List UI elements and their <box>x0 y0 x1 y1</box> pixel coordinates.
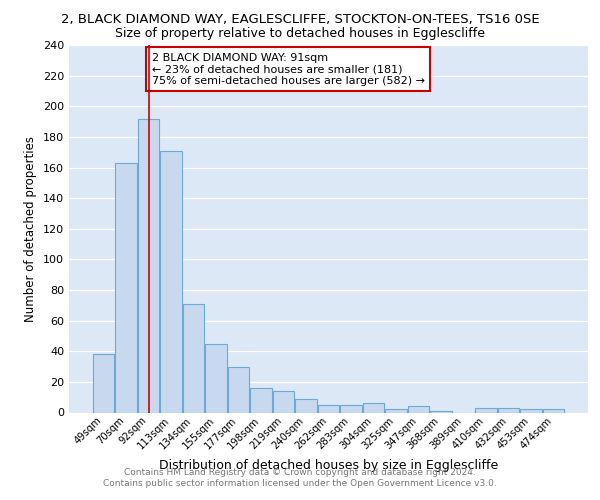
Text: Size of property relative to detached houses in Egglescliffe: Size of property relative to detached ho… <box>115 28 485 40</box>
Bar <box>542 410 565 412</box>
Y-axis label: Number of detached properties: Number of detached properties <box>25 136 37 322</box>
Text: 2, BLACK DIAMOND WAY, EAGLESCLIFFE, STOCKTON-ON-TEES, TS16 0SE: 2, BLACK DIAMOND WAY, EAGLESCLIFFE, STOC… <box>61 12 539 26</box>
Bar <box>317 405 340 412</box>
Bar <box>137 118 160 412</box>
Bar <box>92 354 115 412</box>
Bar <box>497 408 520 412</box>
Bar <box>385 410 407 412</box>
Bar <box>182 304 205 412</box>
Bar <box>430 411 452 412</box>
Bar <box>295 398 317 412</box>
Bar <box>272 391 295 412</box>
Bar <box>362 404 385 412</box>
Bar <box>227 366 250 412</box>
X-axis label: Distribution of detached houses by size in Egglescliffe: Distribution of detached houses by size … <box>159 459 498 472</box>
Text: 2 BLACK DIAMOND WAY: 91sqm
← 23% of detached houses are smaller (181)
75% of sem: 2 BLACK DIAMOND WAY: 91sqm ← 23% of deta… <box>152 52 425 86</box>
Bar <box>340 405 362 412</box>
Bar <box>475 408 497 412</box>
Bar <box>520 410 542 412</box>
Bar <box>160 150 182 412</box>
Text: Contains HM Land Registry data © Crown copyright and database right 2024.
Contai: Contains HM Land Registry data © Crown c… <box>103 468 497 487</box>
Bar <box>115 163 137 412</box>
Bar <box>250 388 272 412</box>
Bar <box>205 344 227 412</box>
Bar <box>407 406 430 412</box>
